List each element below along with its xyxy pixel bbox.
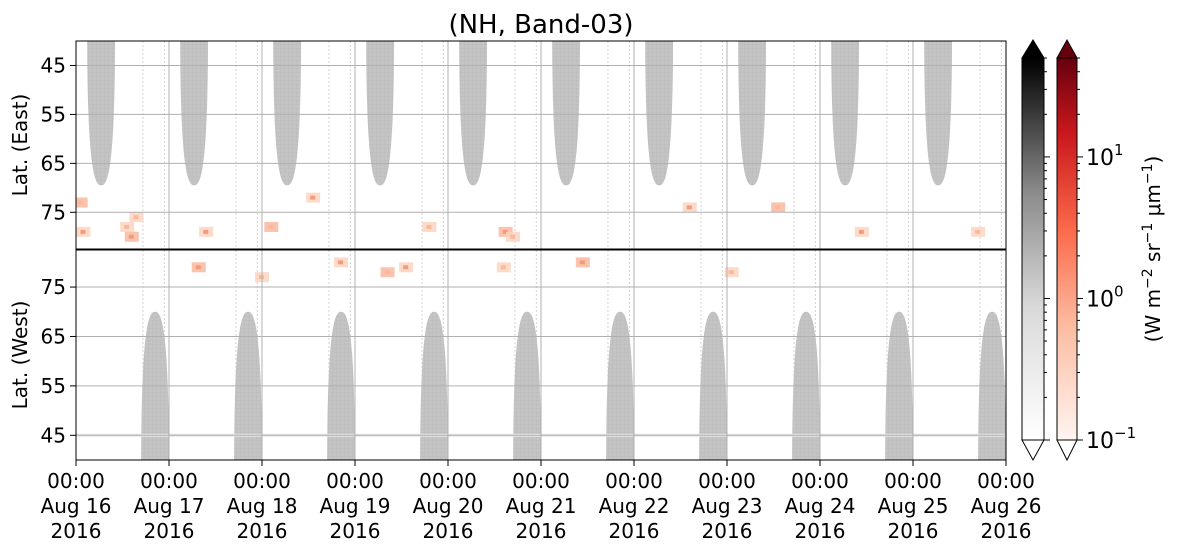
- east-daylight-lobe: [738, 41, 767, 186]
- colorbars: 10−1 100 101 (W m−2 sr−1 μm−1): [1021, 38, 1165, 462]
- east-y-tick-label: 55: [41, 102, 66, 126]
- radiance-patch: [858, 229, 864, 234]
- east-y-tick-label: 65: [41, 151, 66, 175]
- radiance-patch: [728, 270, 734, 275]
- x-tick-label: 00:00: [884, 469, 942, 493]
- radiance-patch: [384, 270, 390, 275]
- x-tick-label: Aug 23: [692, 494, 763, 518]
- x-tick-label: 2016: [702, 519, 753, 543]
- east-daylight-lobe: [552, 41, 581, 186]
- radiance-patch: [502, 229, 508, 234]
- x-tick-label: Aug 18: [227, 494, 298, 518]
- east-daylight-lobe: [273, 41, 302, 186]
- west-y-tick-label: 65: [41, 324, 66, 348]
- radiance-patch: [310, 195, 316, 200]
- gray-colorbar-extend-top: [1021, 39, 1045, 59]
- east-y-axis-label: Lat. (East): [8, 94, 32, 197]
- x-tick-label: 00:00: [326, 469, 384, 493]
- x-tick-label: Aug 19: [320, 494, 391, 518]
- gray-colorbar-extend-bottom: [1021, 439, 1045, 462]
- x-tick-label: Aug 17: [134, 494, 205, 518]
- east-daylight-lobe: [459, 41, 488, 186]
- x-tick-label: 00:00: [419, 469, 477, 493]
- x-tick-label: 00:00: [512, 469, 570, 493]
- radiance-patch: [426, 224, 432, 229]
- radiance-patch: [128, 234, 134, 239]
- radiance-patch: [338, 260, 344, 265]
- x-tick-label: 2016: [51, 519, 102, 543]
- east-y-tick-label: 45: [41, 53, 66, 77]
- x-tick-label: 00:00: [140, 469, 198, 493]
- west-y-tick-label: 55: [41, 374, 66, 398]
- east-panel: [76, 41, 1002, 249]
- x-tick-label: Aug 22: [599, 494, 670, 518]
- x-tick-label: 2016: [237, 519, 288, 543]
- x-tick-label: Aug 16: [41, 494, 112, 518]
- radiance-patch: [686, 205, 692, 210]
- x-tick-label: Aug 26: [971, 494, 1042, 518]
- x-tick-label: 00:00: [791, 469, 849, 493]
- x-tick-label: 00:00: [605, 469, 663, 493]
- east-daylight-lobe: [87, 41, 116, 186]
- gray-colorbar-bar: [1021, 57, 1045, 441]
- red-colorbar-bar: [1056, 57, 1078, 441]
- east-daylight-lobe: [831, 41, 860, 186]
- radiance-patch: [195, 265, 201, 270]
- east-daylight-lobe: [366, 41, 395, 186]
- x-tick-label: 00:00: [698, 469, 756, 493]
- x-tick-label: 2016: [330, 519, 381, 543]
- red-colorbar-tick-label: 101: [1086, 141, 1124, 171]
- east-daylight-lobe: [180, 41, 209, 186]
- radiance-patch: [403, 265, 409, 270]
- radiance-patch: [579, 260, 585, 265]
- east-axes-frame: [75, 40, 1007, 250]
- x-tick-label: 2016: [888, 519, 939, 543]
- red-colorbar-tick-label: 100: [1086, 282, 1124, 312]
- x-tick-label: Aug 21: [506, 494, 577, 518]
- chart-title: (NH, Band-03): [448, 10, 633, 40]
- x-tick-label: 2016: [516, 519, 567, 543]
- x-tick-label: 2016: [144, 519, 195, 543]
- radiance-patch: [133, 215, 139, 220]
- x-tick-label: 00:00: [977, 469, 1035, 493]
- radiance-patch: [124, 224, 130, 229]
- red-colorbar-extend-bottom: [1056, 439, 1078, 462]
- radiance-patch: [268, 224, 274, 229]
- red-colorbar-extend-top: [1056, 38, 1078, 59]
- x-tick-label: Aug 25: [878, 494, 949, 518]
- east-y-tick-label: 75: [41, 200, 66, 224]
- colorbar-label: (W m−2 sr−1 μm−1): [1140, 156, 1165, 343]
- x-tick-label: 2016: [609, 519, 660, 543]
- radiance-patch: [775, 205, 781, 210]
- radiance-patch: [80, 229, 86, 234]
- radiance-patch: [203, 229, 209, 234]
- radiance-patch: [510, 234, 516, 239]
- east-daylight-lobe: [924, 41, 953, 186]
- radiance-patch: [500, 265, 506, 270]
- x-tick-label: 00:00: [233, 469, 291, 493]
- radiance-patch: [975, 229, 981, 234]
- x-tick-label: 00:00: [47, 469, 105, 493]
- x-tick-label: Aug 24: [785, 494, 856, 518]
- x-tick-label: Aug 20: [413, 494, 484, 518]
- x-tick-label: 2016: [795, 519, 846, 543]
- x-tick-label: 2016: [981, 519, 1032, 543]
- west-y-tick-label: 75: [41, 275, 66, 299]
- red-colorbar-tick-label: 10−1: [1086, 424, 1136, 454]
- west-y-tick-label: 45: [41, 423, 66, 447]
- east-daylight-lobe: [645, 41, 674, 186]
- x-tick-label: 2016: [423, 519, 474, 543]
- radiance-patch: [77, 200, 83, 205]
- west-y-axis-label: Lat. (West): [8, 301, 32, 410]
